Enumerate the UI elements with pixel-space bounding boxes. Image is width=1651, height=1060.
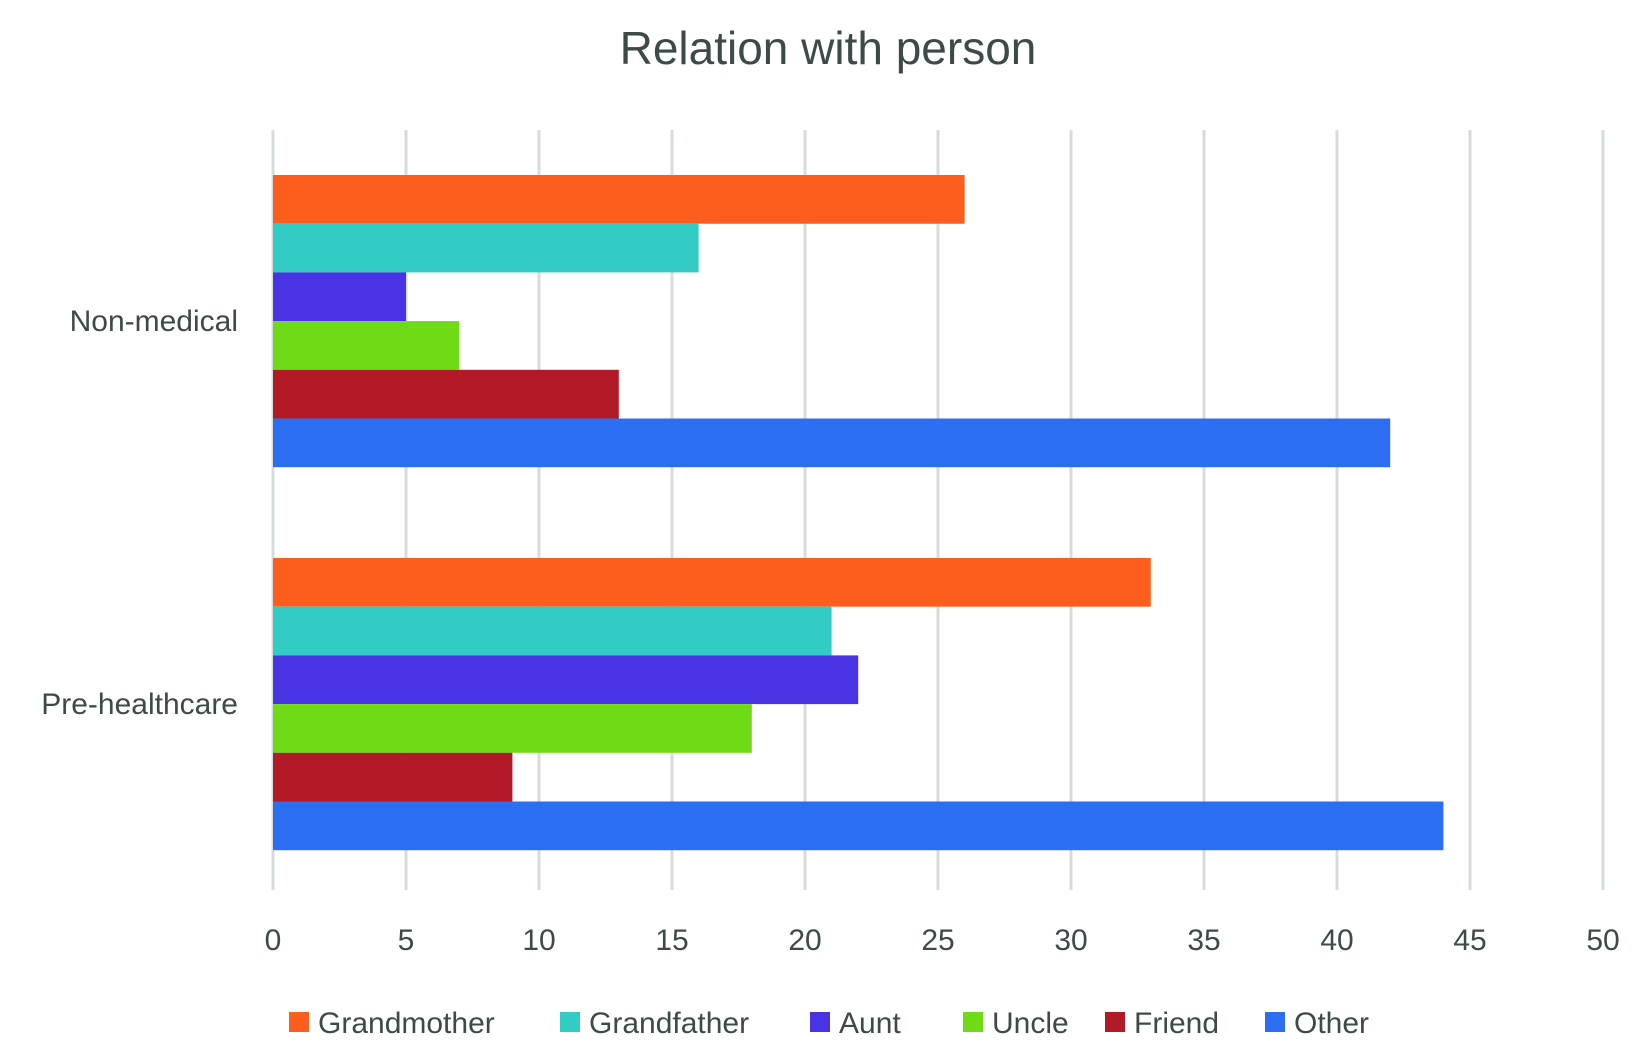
x-tick-label: 15 xyxy=(655,924,688,957)
bar-uncle xyxy=(273,704,752,753)
legend-label: Uncle xyxy=(992,1007,1069,1040)
x-tick-label: 5 xyxy=(398,924,415,957)
x-tick-label: 20 xyxy=(788,924,821,957)
bar-grandmother xyxy=(273,558,1151,607)
x-tick-label: 25 xyxy=(921,924,954,957)
bar-friend xyxy=(273,369,619,419)
bar-grandfather xyxy=(273,606,832,656)
bar-uncle xyxy=(273,321,460,370)
legend-swatch xyxy=(1105,1012,1125,1032)
legend-label: Other xyxy=(1294,1007,1369,1040)
category-label: Pre-healthcare xyxy=(41,688,238,721)
x-tick-label: 45 xyxy=(1453,924,1486,957)
bar-other xyxy=(273,801,1444,851)
bar-other xyxy=(273,418,1391,468)
chart-title: Relation with person xyxy=(620,22,1037,74)
legend-label: Grandfather xyxy=(589,1007,749,1040)
x-tick-label: 30 xyxy=(1054,924,1087,957)
legend-label: Friend xyxy=(1134,1007,1219,1040)
legend-swatch xyxy=(560,1012,580,1032)
bar-grandfather xyxy=(273,223,699,273)
category-label: Non-medical xyxy=(70,305,238,338)
x-tick-label: 0 xyxy=(265,924,282,957)
legend-swatch xyxy=(1265,1012,1285,1032)
bar-grandmother xyxy=(273,175,965,224)
legend-label: Aunt xyxy=(839,1007,901,1040)
bar-aunt xyxy=(273,655,859,705)
legend-label: Grandmother xyxy=(318,1007,495,1040)
x-tick-label: 40 xyxy=(1320,924,1353,957)
bar-friend xyxy=(273,752,513,802)
x-tick-label: 35 xyxy=(1187,924,1220,957)
legend-swatch xyxy=(963,1012,983,1032)
bar-aunt xyxy=(273,272,406,322)
legend-swatch xyxy=(810,1012,830,1032)
x-tick-label: 10 xyxy=(522,924,555,957)
legend-swatch xyxy=(289,1012,309,1032)
x-tick-label: 50 xyxy=(1586,924,1619,957)
